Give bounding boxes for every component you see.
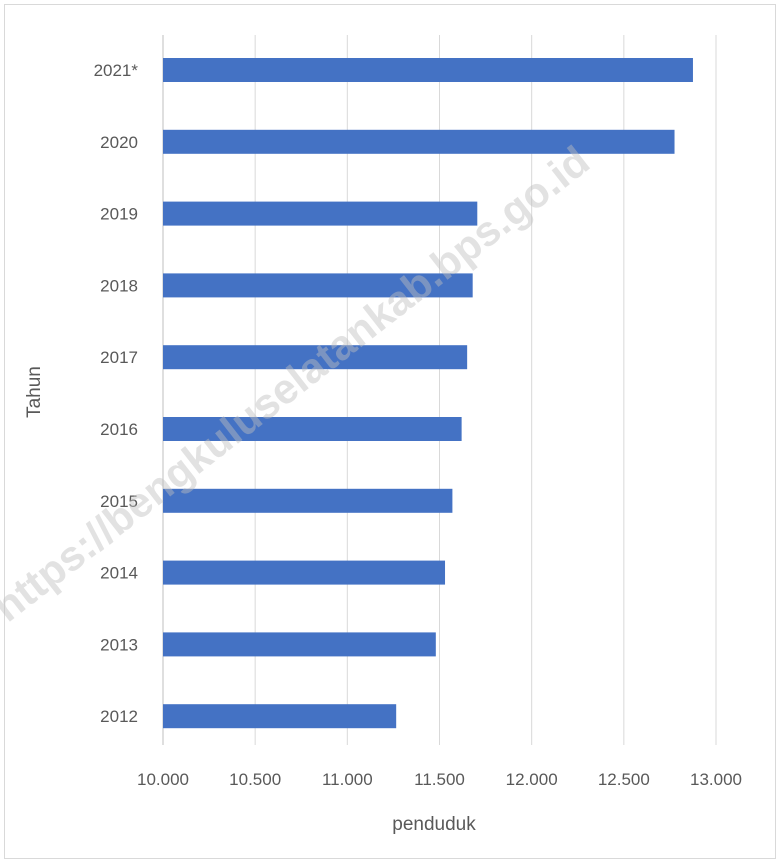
bar-2021star <box>163 58 693 82</box>
bar-2013 <box>163 632 436 657</box>
y-tick-label: 2015 <box>100 492 138 511</box>
y-tick-labels: 2012 2013 2014 2015 2016 2017 2018 2019 2020 2021… <box>94 61 139 726</box>
bar-2015 <box>163 488 453 513</box>
x-tick-label: 12.500 <box>598 770 650 789</box>
y-tick-label: 2016 <box>100 420 138 439</box>
y-tick-label: 2021* <box>94 61 139 80</box>
y-tick-label: 2013 <box>100 635 138 654</box>
bar-2014 <box>163 560 446 585</box>
x-tick-label: 11.000 <box>322 770 373 789</box>
y-tick-label: 2012 <box>100 707 138 726</box>
y-tick-label: 2020 <box>100 133 138 152</box>
bar-2019 <box>163 201 478 226</box>
bars <box>163 58 693 729</box>
bar-2012 <box>163 704 397 729</box>
y-axis-title: Tahun <box>24 366 45 418</box>
bar-2017 <box>163 345 468 370</box>
y-tick-label: 2014 <box>100 564 138 583</box>
bar-2020 <box>163 129 675 154</box>
bar-2016 <box>163 417 462 441</box>
x-axis-title: penduduk <box>392 814 476 835</box>
x-tick-label: 10.000 <box>137 770 189 789</box>
y-tick-label: 2017 <box>100 348 138 367</box>
x-tick-labels: 10.000 10.500 11.000 11.500 12.000 12.500 13.0… <box>137 770 742 789</box>
x-tick-label: 10.500 <box>229 770 281 789</box>
x-tick-label: 13.000 <box>690 770 742 789</box>
y-tick-label: 2018 <box>100 276 138 295</box>
y-tick-label: 2019 <box>100 205 138 224</box>
x-tick-label: 11.500 <box>414 770 465 789</box>
x-tick-label: 12.000 <box>506 770 558 789</box>
bar-2018 <box>163 273 473 298</box>
